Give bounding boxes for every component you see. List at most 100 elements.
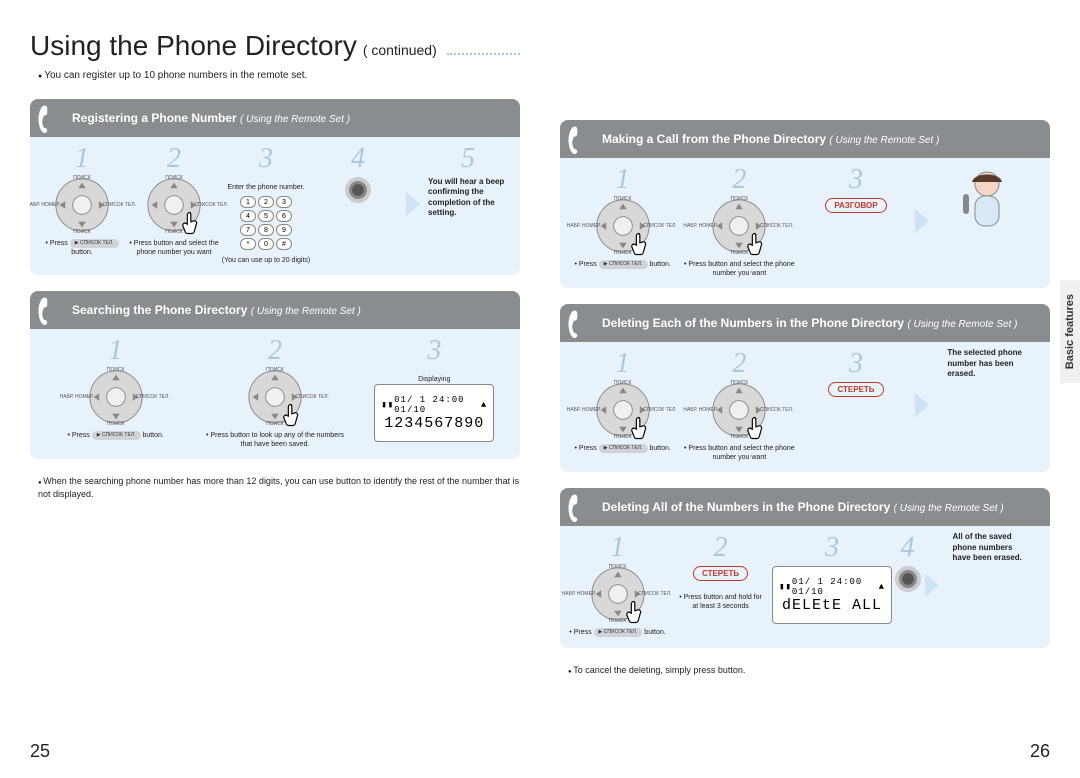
section-delete-all: Deleting All of the Numbers in the Phone…	[560, 488, 1050, 647]
section-register: Registering a Phone Number ( Using the R…	[30, 99, 520, 275]
arrow-icon	[915, 209, 929, 233]
section-title: Registering a Phone Number ( Using the R…	[72, 111, 350, 125]
side-tab: Basic features	[1060, 280, 1080, 383]
steps-row: 1 ПОИСК ПОИСК НАБР. НОМЕР СПИСОК ТЕЛ. • …	[560, 342, 1050, 462]
note-text: When the searching phone number has more…	[38, 475, 520, 500]
badge-steret: СТЕРЕТЬ	[828, 382, 883, 397]
step-instr: • Press ▶ СПИСОК ТЕЛ. button.	[569, 628, 665, 637]
note-text: To cancel the deleting, simply press but…	[568, 664, 1050, 677]
round-button-icon	[895, 566, 921, 592]
page-title: Using the Phone Directory	[30, 30, 357, 62]
signal-icon: ▲	[481, 400, 487, 410]
arrow-icon	[915, 393, 929, 417]
steps-row: 1 ПОИСК ПОИСК НАБР. НОМЕР СПИСОК ТЕЛ. • …	[560, 158, 1050, 278]
step-3: 3 Displaying ▮▮ 01/ 1 24:00 01/10 ▲ 1234…	[355, 335, 514, 442]
step-instr: • Press ▶ СПИСОК ТЕЛ. button.	[574, 260, 670, 269]
handset-icon	[566, 494, 596, 520]
step-3: 3 ▮▮ 01/ 1 24:00 01/10 ▲ dELEtE ALL	[772, 532, 892, 624]
round-button-icon	[345, 177, 371, 203]
page-title-sub: ( continued)	[363, 42, 437, 58]
step-instr: • Press button and hold for at least 3 s…	[676, 593, 766, 611]
handset-icon	[36, 297, 66, 323]
pill-button-icon: ▶ СПИСОК ТЕЛ.	[594, 628, 643, 637]
dpad-icon: ПОИСК ПОИСК НАБР. НОМЕР СПИСОК ТЕЛ.	[595, 382, 651, 438]
step-1: 1 ПОИСК ПОИСК НАБР. НОМЕР СПИСОК ТЕЛ. • …	[566, 348, 679, 453]
dpad-icon: ПОИСК ПОИСК НАБР. НОМЕР СПИСОК ТЕЛ.	[590, 566, 646, 622]
step-1: 1 ПОИСК ПОИСК НАБР. НОМЕР СПИСОК ТЕЛ. • …	[566, 164, 679, 269]
step-instr: • Press ▶ СПИСОК ТЕЛ. button.	[36, 239, 128, 257]
step-3: 3 РАЗГОВОР	[799, 164, 912, 213]
step-2: 2 ПОИСК ПОИСК СПИСОК ТЕЛ. • Press button…	[195, 335, 354, 449]
pill-button-icon: ▶ СПИСОК ТЕЛ.	[70, 239, 119, 248]
step-2: 2 СТЕРЕТЬ • Press button and hold for at…	[669, 532, 772, 611]
step-1: 1 ПОИСК ПОИСК НАБР. НОМЕР СПИСОК ТЕЛ. • …	[566, 532, 669, 637]
page-left: Using the Phone Directory ( continued) Y…	[0, 0, 540, 778]
keypad-icon: 1 2 3 4 5 6 7 8 9 * 0 #	[240, 196, 292, 250]
lcd-display: ▮▮ 01/ 1 24:00 01/10 ▲ 1234567890	[374, 384, 494, 442]
dpad-icon: ПОИСК ПОИСК НАБР. НОМЕР СПИСОК ТЕЛ.	[88, 369, 144, 425]
step-3: 3 Enter the phone number. 1 2 3 4 5 6 7 …	[220, 143, 312, 265]
dpad-icon: ПОИСК ПОИСК СПИСОК ТЕЛ.	[146, 177, 202, 233]
section-header: Making a Call from the Phone Directory (…	[560, 120, 1050, 158]
result-text: You will hear a beep confirming the comp…	[428, 177, 508, 219]
section-title: Searching the Phone Directory ( Using th…	[72, 303, 361, 317]
section-search: Searching the Phone Directory ( Using th…	[30, 291, 520, 459]
dpad-icon: ПОИСК ПОИСК СПИСОК ТЕЛ.	[247, 369, 303, 425]
step-1: 1 ПОИСК ПОИСК НАБР. НОМЕР СПИСОК ТЕЛ. • …	[36, 335, 195, 440]
dpad-icon: ПОИСК ПОИСК НАБР. НОМЕР СПИСОК ТЕЛ.	[711, 382, 767, 438]
page-number: 26	[1030, 741, 1050, 762]
signal-icon: ▲	[879, 582, 885, 592]
pill-button-icon: ▶ СПИСОК ТЕЛ.	[599, 260, 648, 269]
battery-icon: ▮▮	[779, 582, 792, 592]
result-image	[931, 164, 1044, 234]
section-title: Making a Call from the Phone Directory (…	[602, 132, 939, 146]
section-call: Making a Call from the Phone Directory (…	[560, 120, 1050, 288]
step-2: 2 ПОИСК ПОИСК СПИСОК ТЕЛ. • Press button…	[128, 143, 220, 257]
section-delete-one: Deleting Each of the Numbers in the Phon…	[560, 304, 1050, 472]
badge-steret: СТЕРЕТЬ	[693, 566, 748, 581]
section-header: Deleting Each of the Numbers in the Phon…	[560, 304, 1050, 342]
step-instr: • Press button to look up any of the num…	[205, 431, 345, 449]
step-instr: • Press button and select the phone numb…	[679, 444, 799, 462]
result: The selected phone number has been erase…	[931, 348, 1044, 379]
step-instr: • Press button and select the phone numb…	[679, 260, 799, 278]
step-instr: • Press ▶ СПИСОК ТЕЛ. button.	[67, 431, 163, 440]
section-header: Searching the Phone Directory ( Using th…	[30, 291, 520, 329]
steps-row: 1 ПОИСК ПОИСК НАБР. НОМЕР СПИСОК ТЕЛ. • …	[560, 526, 1050, 637]
handset-icon	[566, 126, 596, 152]
page-number: 25	[30, 741, 50, 762]
title-dots	[447, 45, 520, 55]
handset-icon	[566, 310, 596, 336]
result-text: The selected phone number has been erase…	[947, 348, 1027, 379]
steps-row: 1 ПОИСК ПОИСК НАБР. НОМЕР СПИСОК ТЕЛ. • …	[30, 137, 520, 265]
handset-icon	[36, 105, 66, 131]
battery-icon: ▮▮	[381, 400, 394, 410]
dpad-icon: ПОИСК ПОИСК НАБР. НОМЕР СПИСОК ТЕЛ.	[595, 198, 651, 254]
manual-spread: Using the Phone Directory ( continued) Y…	[0, 0, 1080, 778]
step-1: 1 ПОИСК ПОИСК НАБР. НОМЕР СПИСОК ТЕЛ. • …	[36, 143, 128, 257]
section-title: Deleting All of the Numbers in the Phone…	[602, 500, 1004, 514]
badge-razgovor: РАЗГОВОР	[825, 198, 886, 213]
result: All of the saved phone numbers have been…	[941, 532, 1044, 563]
page-title-row: Using the Phone Directory ( continued)	[30, 30, 520, 62]
pill-button-icon: ▶ СПИСОК ТЕЛ.	[599, 444, 648, 453]
lcd-display: ▮▮ 01/ 1 24:00 01/10 ▲ dELEtE ALL	[772, 566, 892, 624]
steps-row: 1 ПОИСК ПОИСК НАБР. НОМЕР СПИСОК ТЕЛ. • …	[30, 329, 520, 449]
step-3: 3 СТЕРЕТЬ	[799, 348, 912, 397]
section-header: Registering a Phone Number ( Using the R…	[30, 99, 520, 137]
dpad-icon: ПОИСК ПОИСК НАБР. НОМЕР СПИСОК ТЕЛ.	[711, 198, 767, 254]
intro-text: You can register up to 10 phone numbers …	[38, 70, 520, 81]
step-instr: • Press button and select the phone numb…	[128, 239, 220, 257]
step-4-icon: 4	[892, 532, 923, 592]
step-4: 4	[312, 143, 404, 203]
step-2: 2 ПОИСК ПОИСК НАБР. НОМЕР СПИСОК ТЕЛ. • …	[679, 164, 799, 278]
pill-button-icon: ▶ СПИСОК ТЕЛ.	[92, 431, 141, 440]
section-header: Deleting All of the Numbers in the Phone…	[560, 488, 1050, 526]
arrow-icon	[406, 192, 420, 216]
step-instr: • Press ▶ СПИСОК ТЕЛ. button.	[574, 444, 670, 453]
person-calling-icon	[957, 164, 1017, 234]
dpad-icon: ПОИСК ПОИСК НАБР. НОМЕР СПИСОК ТЕЛ.	[54, 177, 110, 233]
step-2: 2 ПОИСК ПОИСК НАБР. НОМЕР СПИСОК ТЕЛ. • …	[679, 348, 799, 462]
step-5: 5 You will hear a beep confirming the co…	[422, 143, 514, 219]
result-text: All of the saved phone numbers have been…	[952, 532, 1032, 563]
